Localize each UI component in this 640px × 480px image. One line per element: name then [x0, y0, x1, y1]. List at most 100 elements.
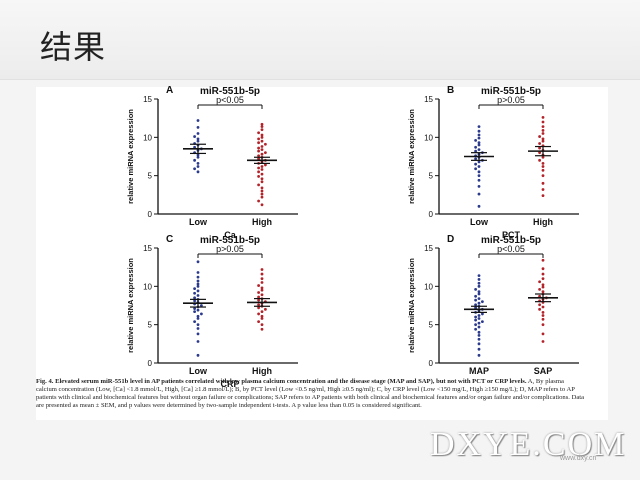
data-point: [257, 295, 260, 299]
data-point: [257, 154, 260, 158]
data-point: [474, 306, 477, 310]
data-point: [477, 297, 481, 300]
data-point: [541, 340, 545, 343]
data-point: [257, 131, 260, 135]
data-point: [196, 284, 200, 288]
data-point: [477, 278, 481, 281]
panel-letter: D: [447, 234, 454, 245]
data-point: [260, 272, 264, 276]
data-point: [541, 162, 545, 165]
data-point: [477, 141, 481, 145]
y-tick-label: 15: [424, 244, 433, 253]
data-point: [541, 332, 545, 336]
data-point: [260, 293, 264, 297]
data-point: [257, 284, 260, 287]
data-point: [257, 320, 260, 323]
data-point: [260, 203, 264, 207]
data-point: [257, 166, 260, 170]
data-point: [538, 294, 541, 298]
data-point: [541, 116, 545, 119]
slide-title: 结果: [40, 28, 107, 66]
data-point: [481, 320, 484, 323]
data-point: [260, 277, 264, 281]
data-point: [477, 148, 481, 151]
caption-body: A, By plasma calcium concentration (Low,…: [36, 378, 585, 409]
data-point: [538, 142, 541, 145]
data-point: [264, 142, 267, 146]
data-point: [481, 312, 484, 316]
data-point: [474, 315, 477, 319]
data-point: [196, 323, 200, 327]
data-point: [477, 301, 481, 305]
data-point: [477, 136, 481, 140]
data-point: [541, 267, 545, 271]
data-point: [260, 195, 264, 199]
data-point: [477, 185, 481, 188]
data-point: [474, 139, 477, 142]
chart-title: miR-551b-5p: [200, 235, 260, 246]
data-point: [196, 332, 200, 336]
data-point: [257, 306, 260, 310]
x-category-label: Low: [470, 217, 489, 227]
data-point: [477, 325, 481, 329]
data-point: [477, 342, 481, 346]
data-point: [477, 314, 481, 317]
data-point: [196, 282, 200, 286]
y-tick-label: 0: [429, 359, 434, 368]
data-point: [477, 347, 481, 351]
data-point: [474, 145, 477, 149]
data-point: [541, 174, 545, 178]
data-point: [538, 151, 541, 155]
data-point: [477, 143, 481, 147]
data-point: [541, 277, 545, 281]
data-point: [193, 299, 197, 303]
data-point: [538, 158, 541, 162]
data-point: [196, 289, 200, 293]
data-point: [196, 162, 200, 165]
data-point: [477, 170, 481, 174]
y-tick-label: 10: [424, 133, 433, 142]
data-point: [196, 327, 200, 330]
data-point: [196, 155, 200, 159]
data-point: [193, 135, 197, 138]
y-axis-label: relative miRNA expression: [126, 109, 135, 204]
y-tick-label: 5: [429, 321, 434, 330]
data-point: [477, 337, 481, 341]
chart-title: miR-551b-5p: [481, 86, 541, 97]
y-tick-label: 0: [148, 359, 153, 368]
x-category-label: MAP: [469, 366, 489, 376]
data-point: [260, 327, 264, 331]
data-point: [541, 168, 545, 172]
data-point: [196, 279, 200, 283]
data-point: [477, 204, 481, 208]
data-point: [260, 145, 264, 148]
data-point: [196, 137, 200, 141]
data-point: [477, 174, 481, 178]
y-tick-label: 5: [148, 172, 153, 181]
data-point: [200, 304, 203, 307]
data-point: [477, 321, 481, 325]
data-point: [260, 314, 264, 318]
data-point: [541, 129, 545, 132]
data-point: [477, 330, 481, 334]
y-tick-label: 15: [143, 244, 152, 253]
data-point: [196, 340, 200, 343]
y-axis-label: relative miRNA expression: [126, 258, 135, 353]
data-point: [196, 353, 200, 357]
data-point: [193, 291, 197, 295]
data-point: [257, 149, 260, 153]
y-axis-label: relative miRNA expression: [407, 109, 416, 204]
data-point: [257, 157, 260, 161]
data-point: [193, 145, 197, 149]
data-point: [196, 139, 200, 143]
data-point: [257, 146, 260, 150]
data-point: [474, 318, 477, 322]
data-point: [477, 178, 481, 182]
data-point: [260, 192, 264, 196]
data-point: [477, 292, 481, 296]
data-point: [257, 312, 260, 316]
data-point: [257, 298, 260, 302]
data-point: [260, 288, 264, 292]
data-point: [193, 307, 197, 310]
data-point: [196, 153, 200, 157]
